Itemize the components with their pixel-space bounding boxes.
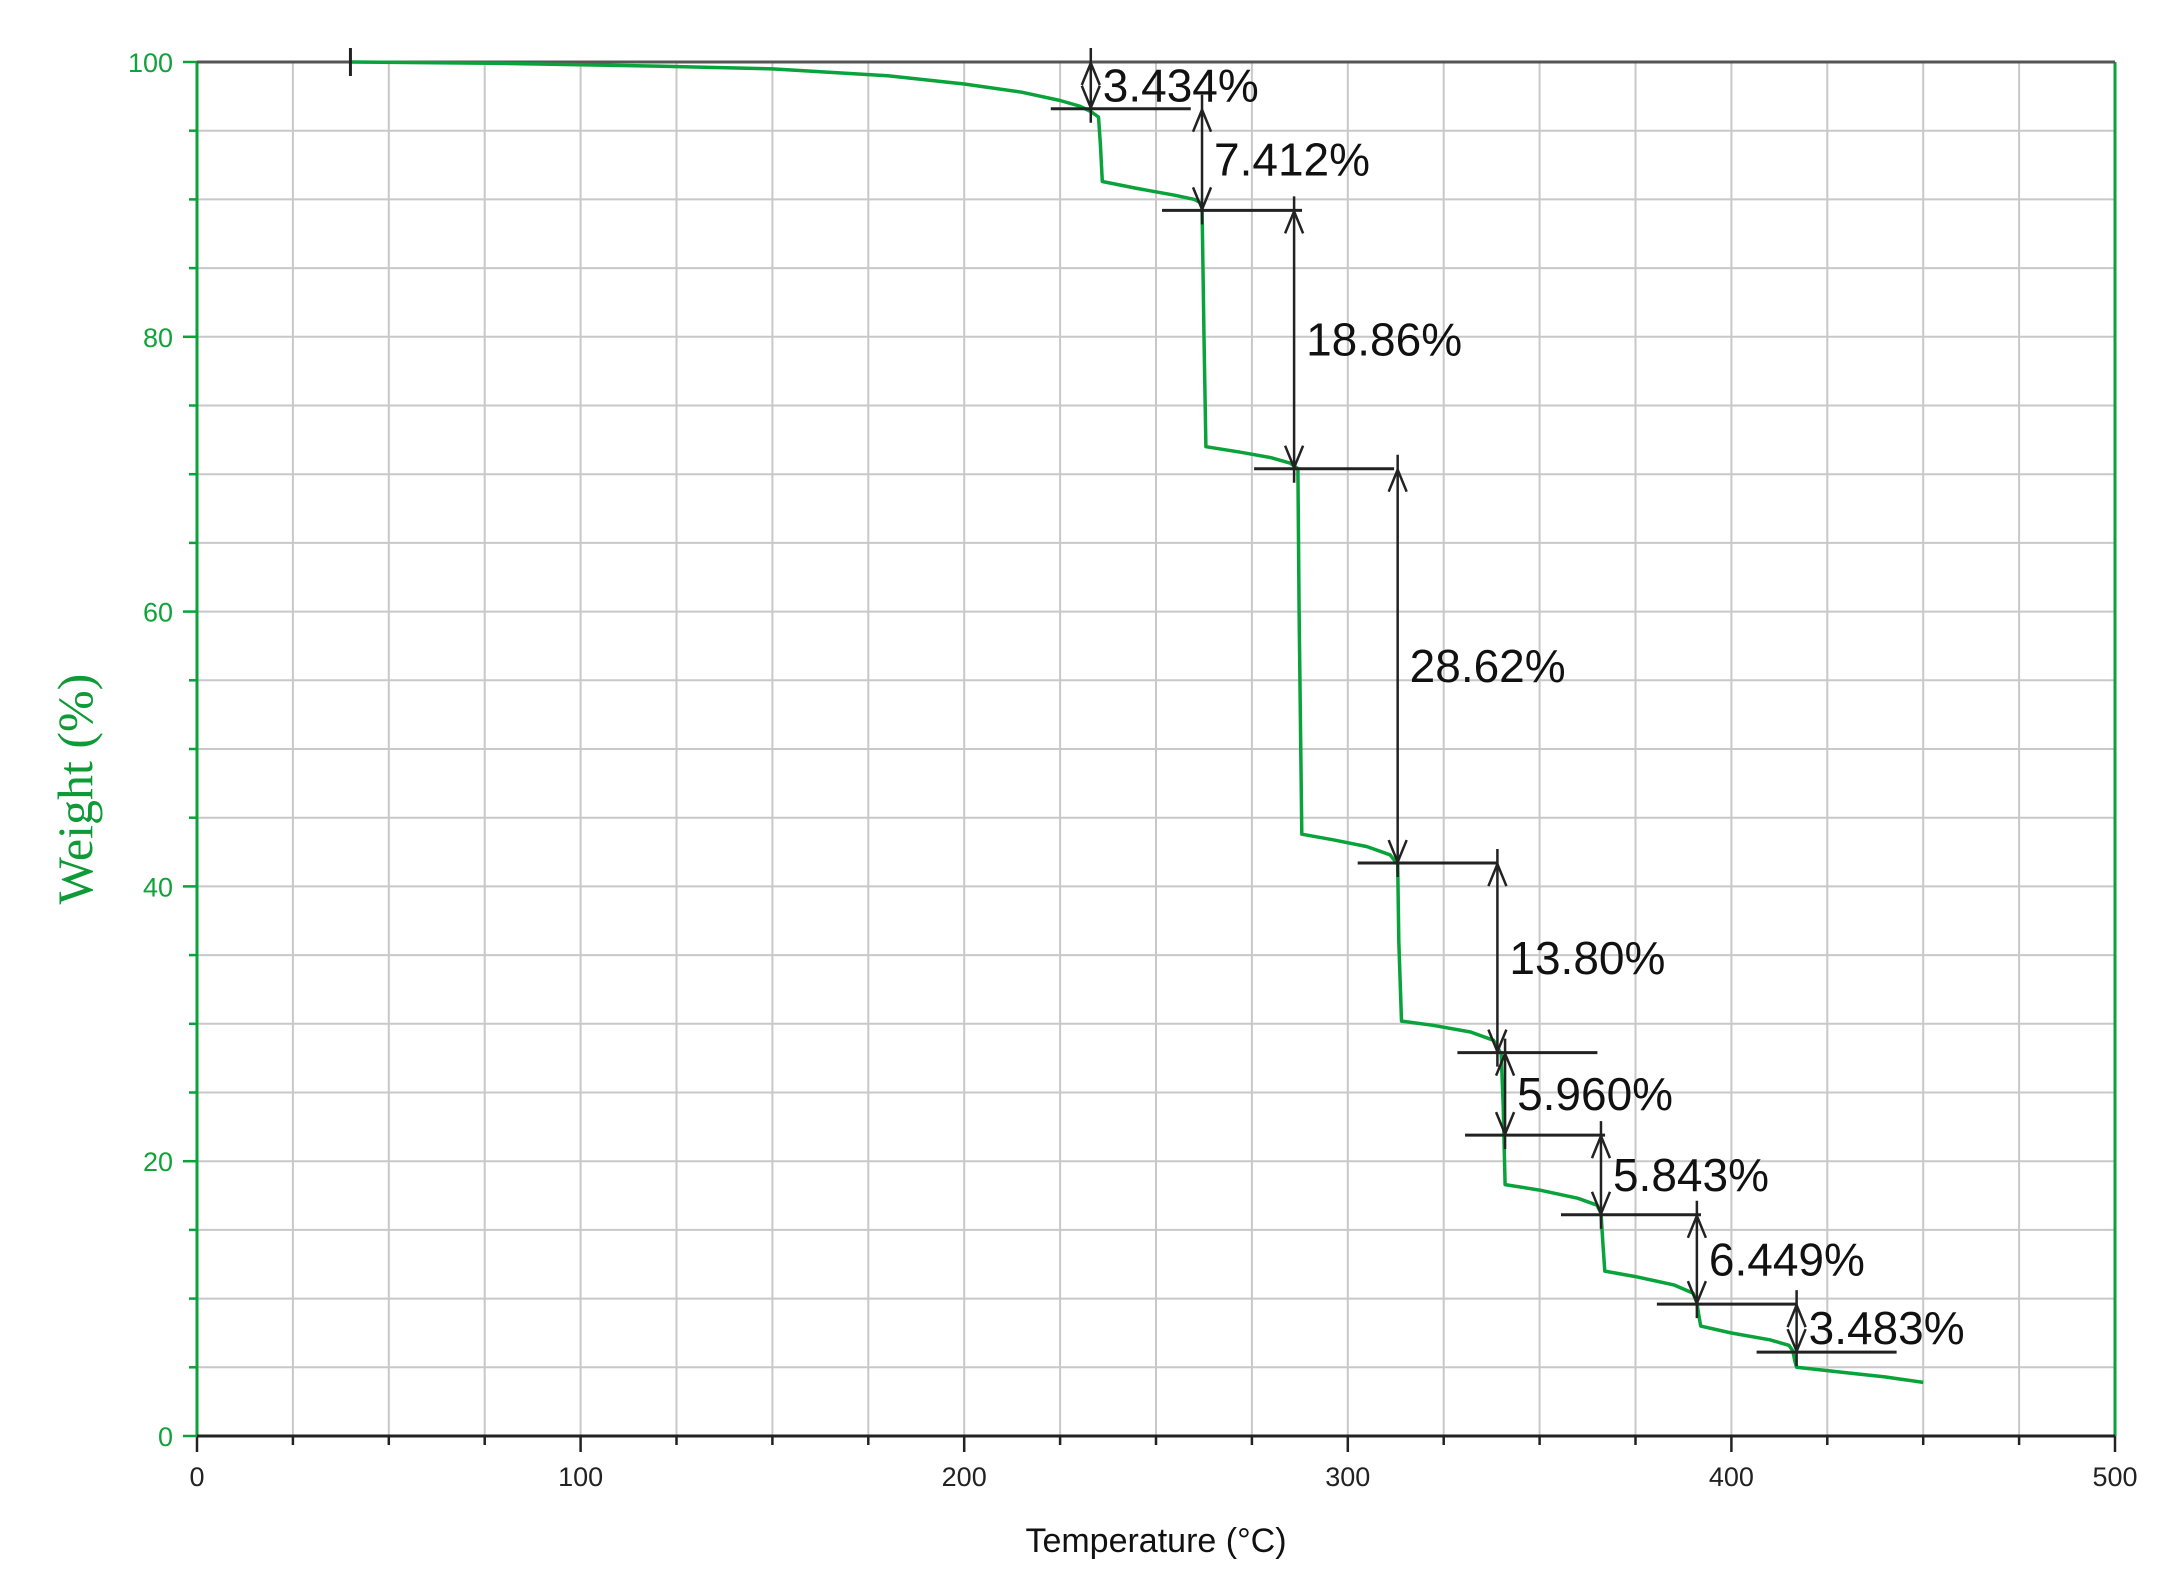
x-tick-label: 0 [189, 1462, 204, 1492]
tick-label-layer: 0 100 200 300 400 500 0 20 40 60 80 100 [128, 48, 2138, 1492]
annotation-label: 5.843% [1613, 1149, 1769, 1201]
y-tick-label: 60 [143, 598, 173, 628]
arrow-head [1387, 466, 1408, 493]
arrow-head [1590, 1132, 1612, 1159]
y-tick-label: 0 [158, 1422, 173, 1452]
arrow-head [1283, 208, 1305, 234]
weight-loss-annotation: 3.483% [1756, 1290, 1965, 1367]
weight-loss-annotation: 7.412% [1162, 94, 1370, 225]
y-tick-label: 40 [143, 872, 173, 902]
arrow-head [1686, 1212, 1708, 1239]
weight-curve-series [350, 60, 1924, 1385]
y-tick-label: 20 [143, 1147, 173, 1177]
annotation-label: 6.449% [1709, 1233, 1865, 1285]
weight-loss-annotation: 18.86% [1254, 196, 1462, 483]
arrow-head [1494, 1050, 1516, 1077]
y-axis-label: Weight (%) [47, 674, 103, 905]
x-axis-label: Temperature (°C) [1025, 1522, 1286, 1560]
arrow-head [1487, 860, 1508, 887]
arrow-head [1191, 106, 1213, 133]
x-tick-label: 300 [1325, 1462, 1370, 1492]
weight-loss-annotation: 3.434% [1050, 48, 1259, 123]
annotation-label: 18.86% [1306, 314, 1462, 366]
weight-loss-annotation: 5.843% [1560, 1121, 1769, 1229]
weight-loss-annotation: 13.80% [1457, 849, 1665, 1067]
annotation-label: 3.434% [1103, 59, 1259, 111]
annotation-label: 7.412% [1214, 134, 1370, 186]
annotation-label: 28.62% [1410, 640, 1566, 692]
annotation-label: 5.960% [1517, 1068, 1673, 1120]
annotation-label: 13.80% [1509, 932, 1665, 984]
y-tick-label: 80 [143, 323, 173, 353]
x-tick-label: 200 [942, 1462, 987, 1492]
weight-loss-annotation: 5.960% [1465, 1038, 1673, 1150]
y-tick-label: 100 [128, 48, 173, 78]
arrow-head [1080, 59, 1101, 86]
x-tick-label: 500 [2092, 1462, 2137, 1492]
x-tick-label: 100 [558, 1462, 603, 1492]
annotation-label: 3.483% [1809, 1302, 1965, 1354]
annotation-layer: 3.434% 7.412% 18.86% 28.62% 13.80% 5.960% 5.84… [348, 48, 1965, 1367]
weight-loss-annotation: 28.62% [1357, 454, 1566, 878]
x-tick-label: 400 [1709, 1462, 1754, 1492]
grid-layer [197, 62, 2115, 1436]
arrow-head [1786, 1301, 1807, 1328]
curve-layer [350, 60, 1924, 1385]
weight-loss-annotation: 6.449% [1656, 1200, 1865, 1319]
